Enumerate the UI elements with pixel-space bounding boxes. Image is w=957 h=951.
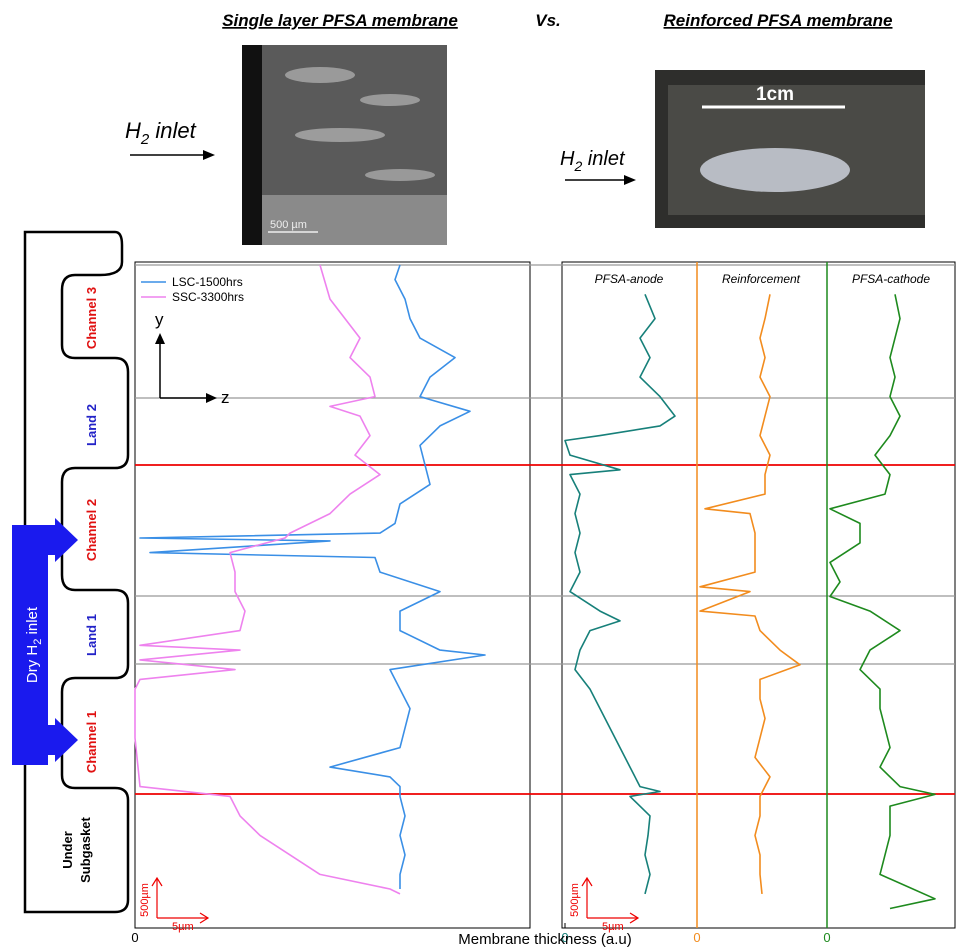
photo-blob (360, 94, 420, 106)
data-line (139, 264, 486, 889)
inlet-sub: 2 (140, 131, 150, 148)
region-label: Land 1 (84, 614, 99, 656)
photo-blob (295, 128, 385, 142)
region-label: Land 2 (84, 404, 99, 446)
dry-inlet-label: Dry H2 inlet (24, 606, 44, 683)
region-label: Channel 1 (84, 711, 99, 773)
schematic-regions: Channel 3 Land 2 Channel 2 Land 1 Channel 1 (84, 287, 99, 773)
scale-label: 5µm (172, 921, 194, 933)
legend-label: LSC-1500hrs (172, 275, 243, 289)
photo-scale: 1cm (756, 84, 794, 105)
scale-bar (151, 876, 640, 924)
panel-title: PFSA-cathode (852, 272, 930, 286)
inlet-label: H2 inlet (560, 148, 626, 174)
glyph-arrowhead (155, 333, 165, 344)
legend-label: SSC-3300hrs (172, 290, 244, 304)
scale-head (581, 876, 593, 887)
dry-inlet-arrow (12, 518, 78, 765)
glyph-label: z (221, 388, 230, 407)
photo-edge (242, 45, 262, 245)
photo-blob (700, 148, 850, 192)
scale-label: 500µm (569, 883, 581, 917)
inlet-text: inlet (149, 118, 196, 143)
photo-blob (285, 67, 355, 83)
x-tick-label: 0 (823, 930, 830, 945)
inlet-label: H2 inlet (125, 118, 197, 148)
inlet-sub: 2 (32, 639, 44, 645)
plot-frame (134, 261, 531, 929)
inlet-text: H (125, 118, 141, 143)
x-tick-label: 0 (131, 930, 138, 945)
photo-left: 500 µm (242, 45, 447, 245)
inlet-text: inlet (582, 148, 626, 170)
photo-scale: 500 µm (270, 219, 307, 231)
region-boundaries (135, 264, 955, 795)
x-axis-label: Membrane thickness (a.u) (458, 931, 631, 948)
scale-head (151, 876, 163, 887)
inlet-text: inlet (24, 606, 41, 639)
data-line (699, 294, 801, 894)
photo-layer (262, 195, 447, 245)
photo-right: 1cm (655, 70, 925, 228)
region-label: Subgasket (78, 816, 93, 882)
inlet-text: H (560, 148, 575, 170)
inlet-text: Dry H (24, 645, 41, 683)
data-line (564, 293, 676, 895)
scale-label: 500µm (139, 883, 151, 917)
data-line (134, 264, 401, 895)
x-tick-label: 0 (693, 930, 700, 945)
heading-vs: Vs. (535, 11, 561, 30)
glyph-label: y (155, 310, 164, 329)
panel-title: Reinforcement (722, 272, 801, 286)
inlet-arrowhead (203, 150, 215, 160)
x-tick-label: 0 (561, 930, 568, 945)
data-line (829, 294, 936, 910)
scale-head (629, 912, 640, 924)
region-label: Channel 3 (84, 287, 99, 349)
inlet-arrowhead (624, 175, 636, 185)
region-label: Channel 2 (84, 499, 99, 561)
panel-title: PFSA-anode (595, 272, 664, 286)
plot-frame (561, 261, 956, 929)
scale-label: 5µm (602, 921, 624, 933)
inlet-sub: 2 (573, 158, 582, 174)
glyph-arrowhead (206, 393, 217, 403)
heading-right: Reinforced PFSA membrane (664, 11, 893, 30)
region-label: Under (60, 831, 75, 869)
heading-left: Single layer PFSA membrane (222, 11, 458, 30)
scale-head (199, 912, 210, 924)
photo-blob (365, 169, 435, 181)
